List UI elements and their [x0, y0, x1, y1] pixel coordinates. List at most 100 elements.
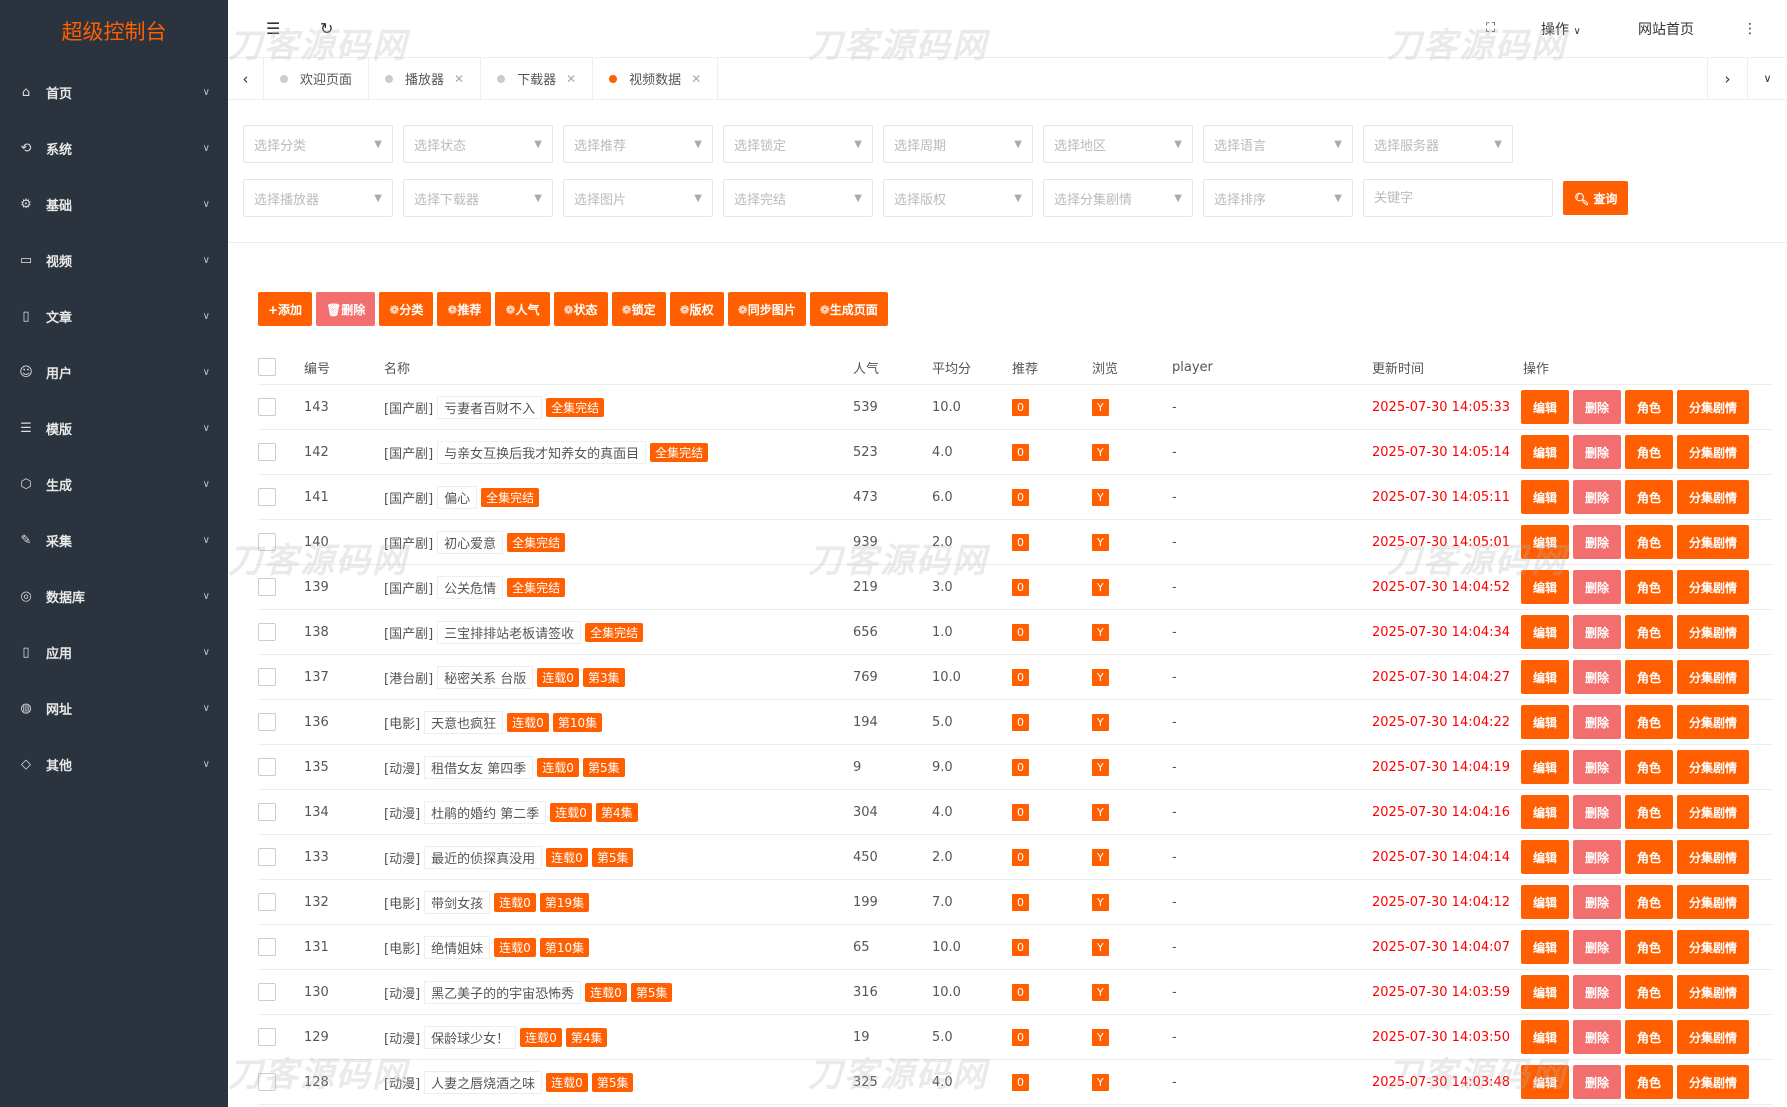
browse-badge[interactable]: Y [1092, 668, 1109, 686]
edit-button[interactable]: 编辑 [1521, 885, 1570, 919]
delete-button[interactable]: 删除 [1573, 1020, 1622, 1054]
row-title[interactable]: 租借女友 第四季 [424, 755, 534, 779]
row-checkbox[interactable] [258, 398, 276, 416]
row-title[interactable]: 黑乙美子的的宇宙恐怖秀 [424, 980, 582, 1004]
menu-toggle-icon[interactable]: ☰ [266, 19, 281, 38]
row-checkbox[interactable] [258, 533, 276, 551]
recommend-badge[interactable]: 0 [1012, 1028, 1029, 1046]
tab-item[interactable]: 下载器 ✕ [481, 58, 594, 99]
row-checkbox[interactable] [258, 848, 276, 866]
filter-select[interactable]: 选择图片 ▼ [563, 179, 713, 217]
episodes-button[interactable]: 分集剧情 [1677, 390, 1750, 424]
toolbar-button[interactable]: ❁生成页面 [809, 292, 888, 326]
role-button[interactable]: 角色 [1625, 885, 1674, 919]
browse-badge[interactable]: Y [1092, 533, 1109, 551]
episodes-button[interactable]: 分集剧情 [1677, 615, 1750, 649]
browse-badge[interactable]: Y [1092, 1028, 1109, 1046]
browse-badge[interactable]: Y [1092, 893, 1109, 911]
sidebar-item[interactable]: ▭ 视频 ∨ [0, 232, 228, 288]
filter-select[interactable]: 选择语言 ▼ [1203, 125, 1353, 163]
delete-button[interactable]: 删除 [1573, 930, 1622, 964]
delete-button[interactable]: 删除 [1573, 435, 1622, 469]
row-checkbox[interactable] [258, 668, 276, 686]
edit-button[interactable]: 编辑 [1521, 660, 1570, 694]
filter-select[interactable]: 选择推荐 ▼ [563, 125, 713, 163]
search-button[interactable]: 🔍︎ 查询 [1563, 181, 1629, 215]
episodes-button[interactable]: 分集剧情 [1677, 525, 1750, 559]
toolbar-button[interactable]: ❁同步图片 [727, 292, 806, 326]
browse-badge[interactable]: Y [1092, 713, 1109, 731]
filter-select[interactable]: 选择锁定 ▼ [723, 125, 873, 163]
delete-button[interactable]: 删除 [1573, 660, 1622, 694]
role-button[interactable]: 角色 [1625, 705, 1674, 739]
episodes-button[interactable]: 分集剧情 [1677, 750, 1750, 784]
row-title[interactable]: 秘密关系 台版 [437, 665, 534, 689]
role-button[interactable]: 角色 [1625, 840, 1674, 874]
recommend-badge[interactable]: 0 [1012, 893, 1029, 911]
sidebar-item[interactable]: ▯ 应用 ∨ [0, 624, 228, 680]
role-button[interactable]: 角色 [1625, 1020, 1674, 1054]
role-button[interactable]: 角色 [1625, 660, 1674, 694]
recommend-badge[interactable]: 0 [1012, 803, 1029, 821]
episodes-button[interactable]: 分集剧情 [1677, 795, 1750, 829]
recommend-badge[interactable]: 0 [1012, 443, 1029, 461]
filter-select[interactable]: 选择播放器 ▼ [243, 179, 393, 217]
recommend-badge[interactable]: 0 [1012, 938, 1029, 956]
close-icon[interactable]: ✕ [691, 71, 702, 86]
role-button[interactable]: 角色 [1625, 975, 1674, 1009]
row-checkbox[interactable] [258, 443, 276, 461]
edit-button[interactable]: 编辑 [1521, 480, 1570, 514]
toolbar-button[interactable]: ❁锁定 [611, 292, 666, 326]
close-icon[interactable]: ✕ [566, 71, 577, 86]
browse-badge[interactable]: Y [1092, 803, 1109, 821]
sidebar-item[interactable]: ✎ 采集 ∨ [0, 512, 228, 568]
toolbar-button[interactable]: ❁推荐 [437, 292, 492, 326]
role-button[interactable]: 角色 [1625, 930, 1674, 964]
browse-badge[interactable]: Y [1092, 488, 1109, 506]
edit-button[interactable]: 编辑 [1521, 570, 1570, 604]
sidebar-item[interactable]: ◎ 数据库 ∨ [0, 568, 228, 624]
delete-button[interactable]: 删除 [1573, 840, 1622, 874]
filter-select[interactable]: 选择状态 ▼ [403, 125, 553, 163]
sidebar-item[interactable]: ◍ 网址 ∨ [0, 680, 228, 736]
row-title[interactable]: 带剑女孩 [424, 890, 491, 914]
episodes-button[interactable]: 分集剧情 [1677, 1065, 1750, 1099]
row-title[interactable]: 绝情姐妹 [424, 935, 491, 959]
delete-button[interactable]: 删除 [1573, 1065, 1622, 1099]
row-title[interactable]: 偏心 [437, 485, 478, 509]
role-button[interactable]: 角色 [1625, 750, 1674, 784]
row-checkbox[interactable] [258, 938, 276, 956]
row-checkbox[interactable] [258, 713, 276, 731]
filter-select[interactable]: 选择分集剧情 ▼ [1043, 179, 1193, 217]
row-title[interactable]: 杜鹃的婚约 第二季 [424, 800, 547, 824]
row-title[interactable]: 人妻之唇烧酒之味 [424, 1070, 543, 1094]
role-button[interactable]: 角色 [1625, 795, 1674, 829]
select-all-checkbox[interactable] [258, 358, 276, 376]
more-icon[interactable]: ⋮ [1743, 20, 1757, 37]
filter-select[interactable]: 选择周期 ▼ [883, 125, 1033, 163]
role-button[interactable]: 角色 [1625, 615, 1674, 649]
row-checkbox[interactable] [258, 983, 276, 1001]
role-button[interactable]: 角色 [1625, 435, 1674, 469]
delete-button[interactable]: 删除 [1573, 390, 1622, 424]
episodes-button[interactable]: 分集剧情 [1677, 705, 1750, 739]
filter-select[interactable]: 选择排序 ▼ [1203, 179, 1353, 217]
row-title[interactable]: 与亲女互换后我才知养女的真面目 [437, 440, 647, 464]
delete-button[interactable]: 删除 [1573, 750, 1622, 784]
role-button[interactable]: 角色 [1625, 390, 1674, 424]
delete-button[interactable]: 删除 [1573, 705, 1622, 739]
row-title[interactable]: 天意也疯狂 [424, 710, 504, 734]
row-checkbox[interactable] [258, 1073, 276, 1091]
episodes-button[interactable]: 分集剧情 [1677, 435, 1750, 469]
browse-badge[interactable]: Y [1092, 398, 1109, 416]
row-title[interactable]: 初心爱意 [437, 530, 504, 554]
delete-button[interactable]: 删除 [1573, 795, 1622, 829]
edit-button[interactable]: 编辑 [1521, 390, 1570, 424]
browse-badge[interactable]: Y [1092, 848, 1109, 866]
edit-button[interactable]: 编辑 [1521, 1020, 1570, 1054]
row-title[interactable]: 保龄球少女！ [424, 1025, 517, 1049]
sidebar-item[interactable]: ⌂ 首页 ∨ [0, 64, 228, 120]
role-button[interactable]: 角色 [1625, 570, 1674, 604]
edit-button[interactable]: 编辑 [1521, 705, 1570, 739]
edit-button[interactable]: 编辑 [1521, 975, 1570, 1009]
